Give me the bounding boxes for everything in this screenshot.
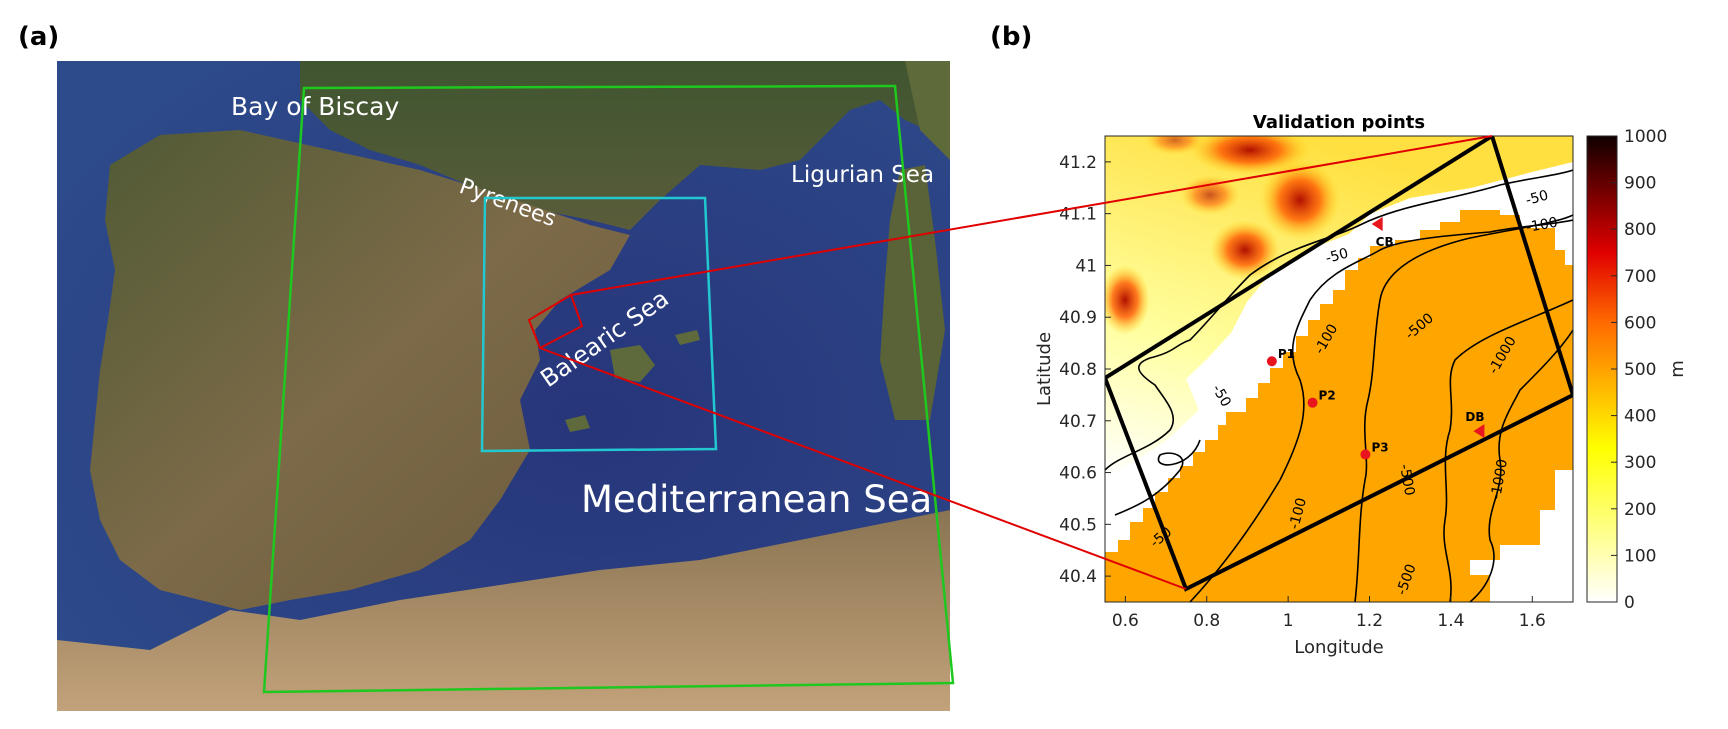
- inner-domain-box: [480, 196, 718, 453]
- colorbar-tick-label: 1000: [1624, 127, 1667, 147]
- colorbar-tick-label: 700: [1624, 267, 1656, 287]
- y-tick-label: 41: [1075, 256, 1097, 276]
- colorbar-tick-label: 0: [1624, 593, 1635, 613]
- x-tick-label: 1: [1283, 611, 1294, 631]
- x-tick-label: 1.4: [1437, 611, 1464, 631]
- y-tick-label: 40.8: [1059, 360, 1097, 380]
- validation-point-marker: [1360, 449, 1371, 460]
- x-tick-label: 1.6: [1519, 611, 1546, 631]
- ibiza: [565, 415, 590, 432]
- x-tick-label: 1.2: [1356, 611, 1383, 631]
- france-land: [300, 61, 950, 230]
- sea-mask: [1105, 210, 1573, 602]
- contour-label: -100: [1525, 215, 1559, 236]
- x-axis-label: Longitude: [1294, 637, 1384, 658]
- africa-land: [57, 510, 950, 711]
- menorca: [675, 330, 700, 345]
- colorbar-tick-label: 200: [1624, 500, 1656, 520]
- colorbar-tick-label: 800: [1624, 220, 1656, 240]
- validation-point-marker: [1307, 397, 1318, 408]
- label-mediterranean-sea: Mediterranean Sea: [581, 478, 932, 521]
- y-axis-label: Latitude: [1034, 332, 1055, 406]
- validation-point-marker: [1266, 356, 1277, 367]
- station-triangle-marker: [1473, 424, 1485, 439]
- colorbar-tick-label: 500: [1624, 360, 1656, 380]
- validation-point-label: P1: [1278, 347, 1295, 361]
- bathymetry-contours: [1105, 169, 1573, 602]
- colorbar-ticks: 0 100 200 300 400 500 600 700 800 900 1000: [1611, 127, 1667, 613]
- zoom-connector-line: [570, 135, 1493, 296]
- contour-label: -1000: [1488, 458, 1511, 501]
- mallorca: [610, 345, 655, 382]
- y-tick-label: 40.4: [1059, 567, 1097, 587]
- colorbar-tick-label: 400: [1624, 407, 1656, 427]
- no-data-patch-2: [1555, 470, 1573, 510]
- contour-label: -50: [1324, 245, 1350, 266]
- panel-a-label: (a): [18, 22, 59, 52]
- italy-land: [905, 61, 950, 160]
- satellite-map: [57, 61, 950, 711]
- validation-point-label: P2: [1319, 389, 1336, 403]
- study-domain-box: [1105, 136, 1573, 592]
- panel-b-label: (b): [990, 22, 1032, 52]
- y-tick-label: 40.6: [1059, 464, 1097, 484]
- outer-domain-box: [262, 84, 955, 694]
- corsica-sardinia: [880, 165, 945, 420]
- land-elevation: [1105, 136, 1573, 478]
- station-triangle-marker: [1371, 217, 1383, 232]
- contour-label: -50: [1524, 187, 1550, 208]
- x-tick-label: 0.8: [1193, 611, 1220, 631]
- zoom-connector-line: [539, 347, 1187, 590]
- validation-points: P1 P2 P3 CB DB: [1266, 217, 1485, 460]
- study-area-box: [527, 293, 584, 350]
- x-axis-ticks: 0.6 0.8 1 1.2 1.4 1.6: [1112, 596, 1546, 631]
- station-label: CB: [1376, 235, 1394, 249]
- x-tick-label: 0.6: [1112, 611, 1139, 631]
- y-tick-label: 40.9: [1059, 308, 1097, 328]
- y-tick-label: 40.5: [1059, 515, 1097, 535]
- colorbar-tick-label: 600: [1624, 313, 1656, 333]
- plot-title: Validation points: [1253, 112, 1425, 133]
- validation-point-label: P3: [1371, 440, 1388, 454]
- y-tick-label: 40.7: [1059, 412, 1097, 432]
- colorbar-tick-label: 900: [1624, 174, 1656, 194]
- plot-area: -50 -100 -50 -50 -50 -100 -500 -1000 -10…: [1105, 136, 1573, 602]
- no-data-patch: [1470, 510, 1573, 602]
- colorbar-label: m: [1667, 360, 1688, 378]
- contour-label: -100: [1286, 496, 1310, 531]
- station-label: DB: [1465, 410, 1484, 424]
- label-ligurian-sea: Ligurian Sea: [791, 162, 934, 188]
- label-bay-of-biscay: Bay of Biscay: [231, 92, 399, 121]
- y-tick-label: 41.2: [1059, 153, 1097, 173]
- iberia-land: [90, 130, 630, 610]
- colorbar-tick-label: 300: [1624, 453, 1656, 473]
- colorbar-tick-label: 100: [1624, 546, 1656, 566]
